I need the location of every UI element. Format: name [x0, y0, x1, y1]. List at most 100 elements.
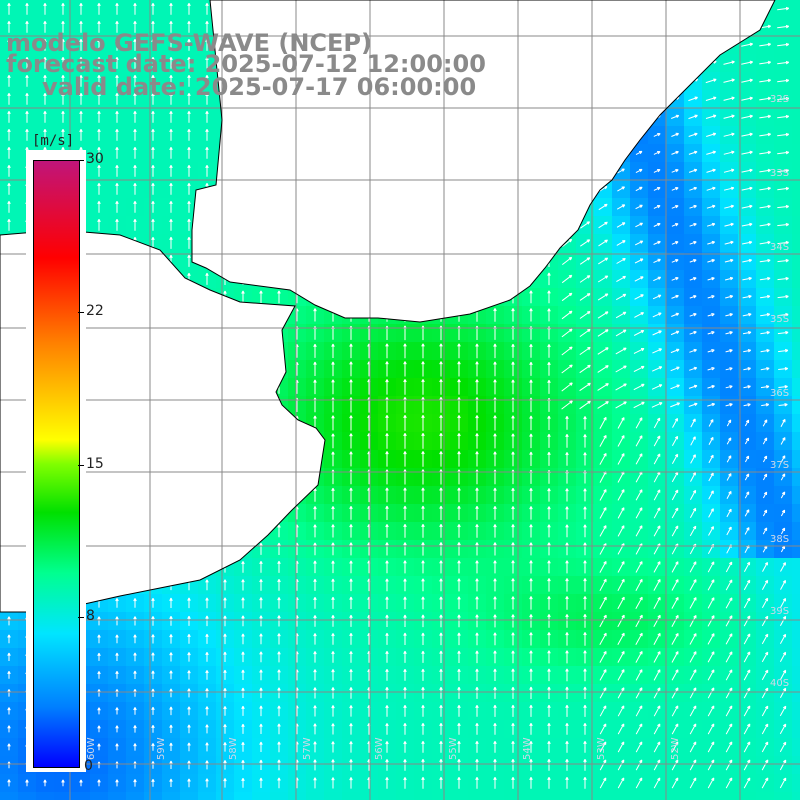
wind-arrow	[493, 343, 497, 359]
speed-cell	[486, 792, 505, 800]
wind-arrow	[671, 259, 679, 263]
wind-arrow	[617, 114, 625, 120]
wind-arrow	[277, 2, 281, 15]
wind-arrow	[689, 366, 698, 371]
wind-arrow	[475, 164, 479, 177]
wind-arrow	[475, 218, 479, 231]
wind-arrow	[633, 365, 645, 373]
wind-arrow	[7, 236, 11, 249]
wind-arrow	[457, 92, 461, 105]
wind-arrow	[707, 295, 715, 299]
speed-cell	[90, 792, 109, 800]
wind-arrow	[635, 96, 643, 102]
wind-arrow	[439, 164, 443, 177]
wind-arrow	[133, 308, 137, 321]
wind-arrow	[561, 346, 573, 356]
wind-arrow	[671, 169, 679, 173]
wind-arrow	[778, 348, 789, 353]
wind-arrow	[670, 78, 680, 84]
wind-arrow	[475, 110, 479, 123]
speed-cell	[792, 378, 800, 397]
wind-arrow	[205, 128, 209, 141]
wind-arrow	[653, 78, 661, 84]
speed-cell	[792, 630, 800, 649]
speed-cell	[792, 360, 800, 379]
wind-arrow	[581, 113, 590, 121]
wind-arrow	[651, 366, 663, 372]
wind-arrow	[97, 146, 101, 159]
wind-arrow	[7, 290, 11, 303]
wind-arrow	[205, 362, 209, 376]
wind-arrow	[723, 42, 735, 47]
speed-cell	[234, 792, 253, 800]
wind-arrow	[349, 146, 353, 159]
wind-arrow	[97, 362, 101, 375]
colorbar-tick-22: 22	[86, 303, 104, 319]
wind-arrow	[25, 74, 29, 87]
wind-arrow	[439, 146, 443, 159]
wind-arrow	[277, 164, 281, 177]
wind-arrow	[777, 24, 790, 29]
wind-arrow	[259, 56, 263, 69]
wind-arrow	[597, 311, 609, 319]
wind-arrow	[439, 2, 443, 15]
speed-cell	[72, 792, 91, 800]
wind-arrow	[439, 254, 443, 268]
wind-arrow	[169, 38, 173, 51]
wind-arrow	[385, 307, 389, 322]
speed-cell	[792, 522, 800, 541]
speed-cell	[612, 792, 631, 800]
wind-arrow	[617, 168, 625, 174]
wind-arrow	[205, 254, 209, 267]
wind-arrow	[493, 92, 497, 105]
wind-arrow	[689, 204, 697, 209]
wind-arrow	[349, 56, 353, 69]
wind-arrow	[133, 74, 137, 87]
wind-arrow	[688, 96, 698, 102]
wind-arrow	[706, 150, 717, 155]
wind-arrow	[689, 348, 697, 353]
speed-cell	[108, 792, 127, 800]
wind-arrow	[615, 311, 627, 319]
wind-arrow	[599, 60, 607, 66]
wind-arrow	[475, 308, 479, 322]
wind-arrow	[259, 20, 263, 33]
wind-arrow	[439, 272, 443, 286]
wind-arrow	[97, 272, 101, 285]
wind-arrow	[457, 20, 461, 33]
wind-arrow	[547, 290, 551, 304]
speed-cell	[216, 792, 235, 800]
speed-cell	[792, 486, 800, 505]
wind-arrow	[439, 92, 443, 105]
wind-arrow	[634, 312, 644, 318]
wind-arrow	[277, 362, 281, 376]
wind-arrow	[562, 131, 572, 139]
speed-cell	[360, 792, 379, 800]
wind-arrow	[759, 240, 771, 245]
wind-arrow	[223, 56, 227, 69]
wind-arrow	[331, 2, 335, 15]
wind-arrow	[403, 92, 407, 105]
wind-arrow	[187, 344, 191, 357]
wind-arrow	[529, 308, 533, 322]
wind-arrow	[7, 254, 11, 267]
wind-arrow	[529, 200, 533, 213]
wind-arrow	[689, 295, 697, 299]
wind-arrow	[205, 164, 209, 177]
wind-arrow	[115, 74, 119, 87]
colorbar-tick-mark	[78, 312, 84, 313]
wind-arrow	[547, 361, 551, 376]
wind-arrow	[223, 254, 227, 267]
wind-arrow	[151, 290, 155, 303]
wind-arrow	[205, 56, 209, 69]
wind-arrow	[475, 182, 479, 195]
wind-arrow	[633, 348, 645, 354]
wind-arrow	[277, 200, 281, 213]
wind-arrow	[61, 2, 65, 15]
speed-cell	[792, 252, 800, 271]
wind-arrow	[241, 218, 245, 231]
wind-arrow	[670, 24, 681, 30]
wind-arrow	[705, 114, 717, 119]
wind-arrow	[277, 344, 281, 358]
wind-arrow	[313, 290, 317, 304]
